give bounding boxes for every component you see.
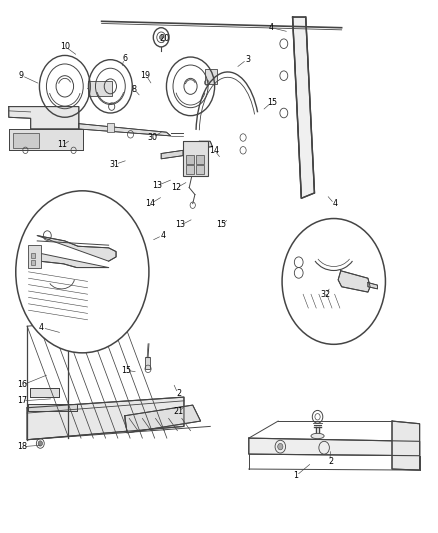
Text: 2: 2 <box>328 457 333 465</box>
Bar <box>196 165 204 174</box>
Text: 13: 13 <box>152 181 162 190</box>
Text: 14: 14 <box>145 199 155 208</box>
Text: 1: 1 <box>293 471 298 480</box>
Text: 4: 4 <box>268 23 273 32</box>
Text: 16: 16 <box>17 381 27 389</box>
Polygon shape <box>37 236 116 261</box>
Polygon shape <box>368 282 378 289</box>
Polygon shape <box>338 271 370 292</box>
Text: 8: 8 <box>131 85 136 94</box>
Polygon shape <box>293 17 314 198</box>
Text: 21: 21 <box>173 407 184 416</box>
Bar <box>186 165 194 174</box>
Text: 13: 13 <box>176 221 185 229</box>
Circle shape <box>282 219 385 344</box>
Circle shape <box>38 441 42 446</box>
Polygon shape <box>125 405 201 433</box>
Text: 9: 9 <box>18 71 24 80</box>
Bar <box>205 69 217 84</box>
Text: 18: 18 <box>17 442 27 451</box>
Ellipse shape <box>311 433 324 439</box>
Bar <box>88 81 112 96</box>
Text: 4: 4 <box>39 324 44 332</box>
Text: 2: 2 <box>176 389 181 398</box>
Bar <box>196 155 204 164</box>
Text: 20: 20 <box>159 34 170 43</box>
Text: 3: 3 <box>245 55 250 64</box>
Text: 17: 17 <box>17 397 27 405</box>
Polygon shape <box>79 124 171 136</box>
Text: 15: 15 <box>216 221 226 229</box>
Polygon shape <box>199 141 212 148</box>
Text: 10: 10 <box>60 43 70 51</box>
Text: 6: 6 <box>122 54 127 63</box>
Circle shape <box>159 35 163 39</box>
Text: 15: 15 <box>267 98 278 107</box>
Polygon shape <box>161 150 183 159</box>
Text: 31: 31 <box>110 160 120 168</box>
Bar <box>107 123 114 132</box>
Text: 19: 19 <box>140 71 151 80</box>
Bar <box>13 133 39 148</box>
Polygon shape <box>392 421 420 470</box>
Polygon shape <box>9 107 79 129</box>
Polygon shape <box>27 397 184 440</box>
Text: 14: 14 <box>209 146 219 155</box>
Polygon shape <box>28 404 77 411</box>
Text: 12: 12 <box>171 183 181 192</box>
Bar <box>186 155 194 164</box>
Bar <box>31 260 35 265</box>
Text: 4: 4 <box>332 199 338 208</box>
Bar <box>31 253 35 258</box>
Text: 15: 15 <box>121 366 131 375</box>
Polygon shape <box>9 129 83 150</box>
Bar <box>183 141 208 176</box>
Text: 32: 32 <box>320 290 330 298</box>
Polygon shape <box>183 141 208 148</box>
Polygon shape <box>30 388 59 397</box>
Circle shape <box>16 191 149 353</box>
Polygon shape <box>249 438 420 456</box>
Circle shape <box>278 443 283 450</box>
Polygon shape <box>39 253 109 268</box>
Bar <box>28 245 41 268</box>
Text: 30: 30 <box>148 133 157 142</box>
Text: 11: 11 <box>57 141 67 149</box>
Text: 4: 4 <box>160 231 166 240</box>
Bar <box>145 357 150 369</box>
